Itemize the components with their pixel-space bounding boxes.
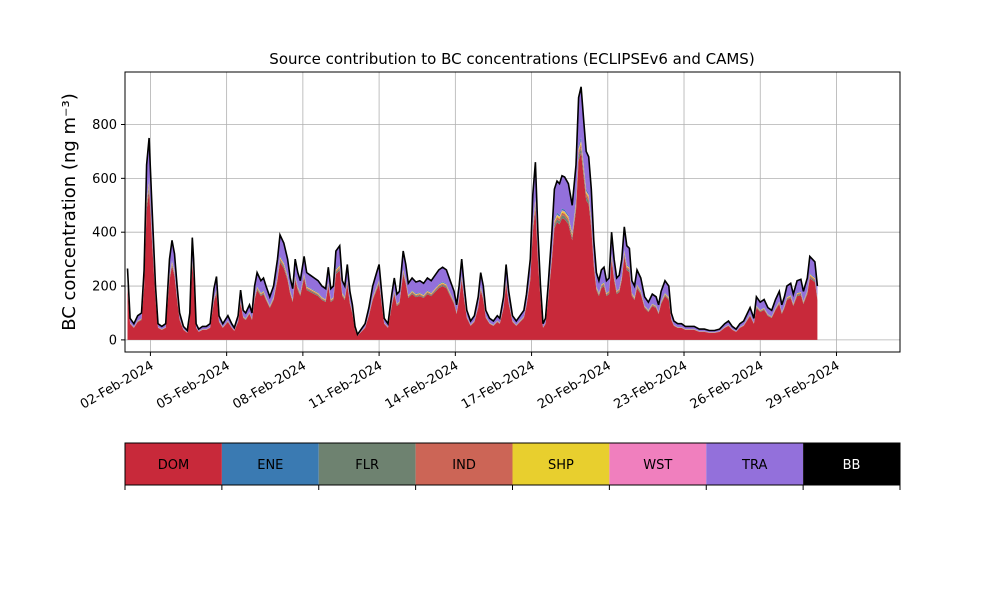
stacked-areas xyxy=(126,86,819,340)
area-wst xyxy=(127,140,818,336)
x-tick-label: 08-Feb-2024 xyxy=(230,358,309,412)
x-tick-label: 23-Feb-2024 xyxy=(611,358,690,412)
legend-swatch-dom xyxy=(125,443,222,485)
x-tick-label: 14-Feb-2024 xyxy=(383,358,462,412)
y-tick-label: 200 xyxy=(92,280,117,295)
x-tick-label: 17-Feb-2024 xyxy=(459,358,538,412)
legend-swatch-wst xyxy=(609,443,707,485)
area-shp xyxy=(127,141,818,336)
x-tick-label: 26-Feb-2024 xyxy=(688,358,767,412)
legend-swatch-bb xyxy=(803,443,900,485)
legend-label-flr: FLR xyxy=(355,458,379,473)
legend-label-tra: TRA xyxy=(741,458,767,473)
area-ene xyxy=(127,137,818,336)
y-axis-label: BC concentration (ng m⁻³) xyxy=(59,93,80,331)
plot-frame xyxy=(124,71,901,353)
x-tick-label: 02-Feb-2024 xyxy=(78,358,157,412)
y-axis: 0 200 400 600 800 xyxy=(92,118,125,348)
legend-label-wst: WST xyxy=(643,458,672,473)
area-dom xyxy=(127,152,818,340)
x-axis: 02-Feb-202405-Feb-202408-Feb-202411-Feb-… xyxy=(78,352,843,412)
y-tick-label: 800 xyxy=(92,118,117,133)
chart-title: Source contribution to BC concentrations… xyxy=(269,50,754,68)
area-flr xyxy=(127,147,818,336)
legend-label-ene: ENE xyxy=(257,458,283,473)
area-ind xyxy=(127,143,818,336)
area-tra xyxy=(127,88,818,336)
x-tick-label: 05-Feb-2024 xyxy=(154,358,233,412)
y-tick-label: 400 xyxy=(92,226,117,241)
legend-label-bb: BB xyxy=(843,458,861,473)
legend-label-dom: DOM xyxy=(158,458,189,473)
legend-swatch-shp xyxy=(512,443,610,485)
x-tick-label: 20-Feb-2024 xyxy=(535,358,614,412)
legend-swatch-tra xyxy=(706,443,804,485)
legend-swatch-flr xyxy=(318,443,416,485)
legend-swatch-ind xyxy=(415,443,513,485)
x-tick-label: 29-Feb-2024 xyxy=(764,358,843,412)
x-tick-label: 11-Feb-2024 xyxy=(307,358,386,412)
legend: DOM ENE FLR IND SHP WST TRA BB xyxy=(124,442,901,490)
y-tick-label: 0 xyxy=(109,333,117,348)
legend-label-shp: SHP xyxy=(548,458,574,473)
area-bb xyxy=(126,86,819,337)
y-tick-label: 600 xyxy=(92,172,117,187)
legend-label-ind: IND xyxy=(452,458,476,473)
legend-swatch-ene xyxy=(221,443,319,485)
